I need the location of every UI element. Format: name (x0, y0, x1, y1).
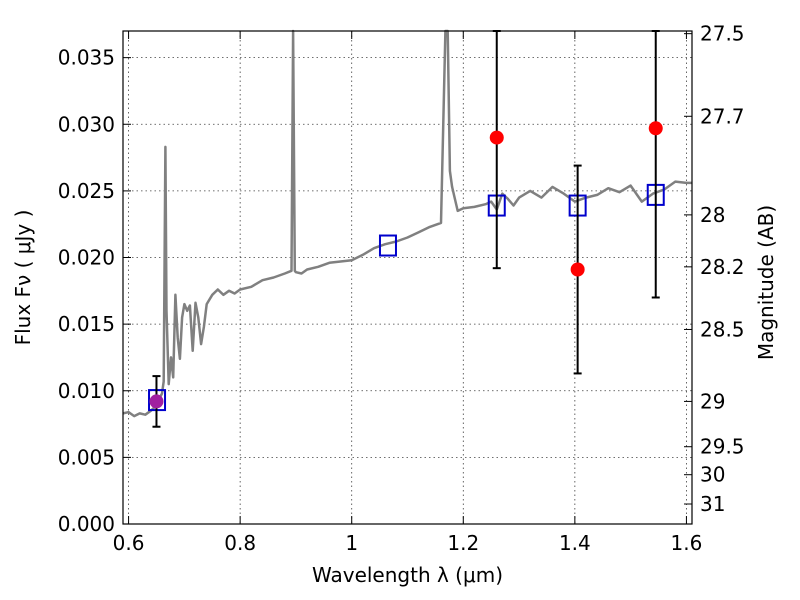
observed-photometry (149, 30, 663, 428)
y-tick-label: 0.010 (58, 379, 115, 403)
x-tick-label: 1.2 (447, 531, 479, 555)
observed-point (489, 130, 504, 145)
x-tick-label: 1.6 (671, 531, 703, 555)
magnitude-axis-ticks: 27.5 27.7 28 28.2 28.5 29 29.5 30 31 (684, 22, 745, 516)
magnitude-tick-label: 29.5 (700, 435, 745, 459)
plot-frame (122, 30, 693, 525)
y-tick-label: 0.005 (58, 445, 115, 469)
y-tick-label: 0.025 (58, 179, 115, 203)
y-tick-label: 0.020 (58, 246, 115, 270)
magnitude-tick-label: 28 (700, 203, 725, 227)
x-tick-label: 1 (345, 531, 358, 555)
y-tick-label: 0.000 (58, 512, 115, 536)
model-photometry-box (378, 234, 397, 257)
observed-point (648, 121, 663, 136)
model-spectrum (122, 29, 692, 418)
magnitude-tick-label: 28.5 (700, 317, 745, 341)
magnitude-tick-label: 30 (700, 463, 725, 487)
x-tick-label: 0.8 (224, 531, 256, 555)
model-photometry (148, 183, 665, 412)
x-tick-label: 1.4 (559, 531, 591, 555)
y-axis-ticks: 0.000 0.005 0.010 0.015 0.020 0.025 0.030 0.035 (58, 46, 131, 536)
magnitude-tick-label: 29 (700, 389, 725, 413)
x-axis-label: Wavelength λ (μm) (312, 563, 503, 587)
y-axis-label: Flux Fν ( μJy ) (11, 210, 35, 346)
observed-point (149, 394, 164, 409)
grid-lines (123, 31, 692, 525)
magnitude-tick-label: 27.5 (700, 22, 745, 46)
magnitude-axis-label: Magnitude (AB) (754, 205, 778, 360)
model-spectrum-line (122, 29, 692, 418)
magnitude-tick-label: 31 (700, 492, 725, 516)
magnitude-tick-label: 27.7 (700, 104, 745, 128)
x-axis-ticks: 0.6 0.8 1 1.2 1.4 1.6 (113, 31, 703, 555)
y-tick-label: 0.030 (58, 112, 115, 136)
x-tick-label: 0.6 (113, 531, 145, 555)
y-tick-label: 0.035 (58, 46, 115, 70)
observed-point (570, 262, 585, 277)
magnitude-tick-label: 28.2 (700, 255, 745, 279)
y-tick-label: 0.015 (58, 312, 115, 336)
